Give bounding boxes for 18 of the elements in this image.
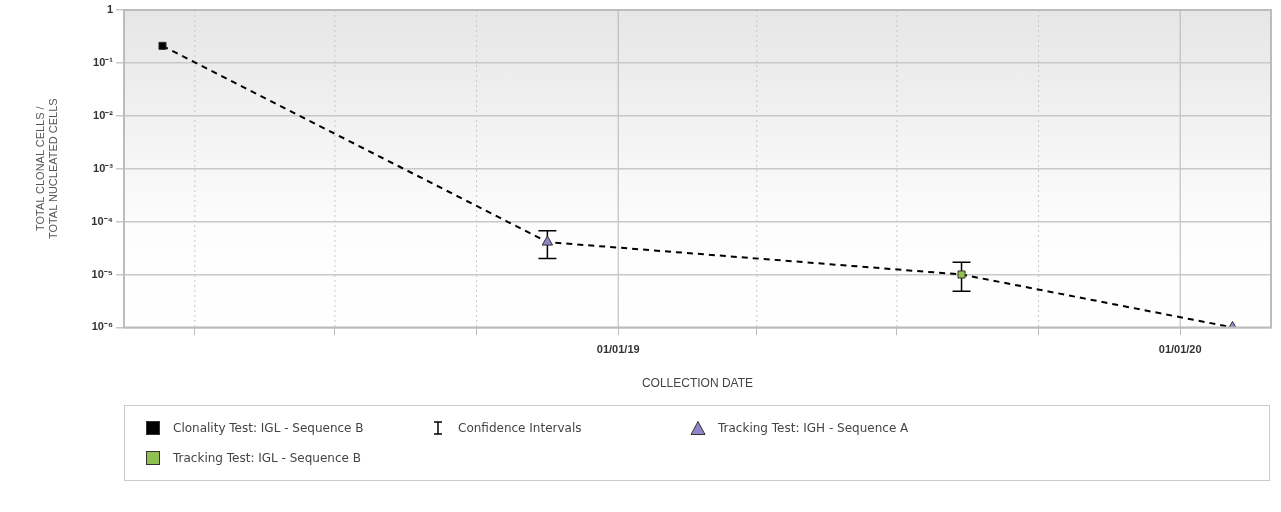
y-tick-label: 10⁻³ xyxy=(93,161,114,174)
y-axis-title: TOTAL CLONAL CELLS / TOTAL NUCLEATED CELLS xyxy=(33,98,59,240)
point xyxy=(158,41,167,50)
x-tick-label: 01/01/20 xyxy=(1158,343,1202,356)
point xyxy=(541,235,554,246)
legend-label: Tracking Test: IGH - Sequence A xyxy=(718,421,909,435)
y-tick-label: 10⁻² xyxy=(93,108,114,121)
y-tick-label: 10⁻⁶ xyxy=(91,320,113,333)
y-tick-label: 1 xyxy=(106,3,113,16)
point xyxy=(957,270,966,279)
x-axis-title: COLLECTION DATE xyxy=(641,376,754,391)
legend-label: Confidence Intervals xyxy=(458,421,582,435)
x-tick-label: 01/01/19 xyxy=(596,343,640,356)
legend-label: Clonality Test: IGL - Sequence B xyxy=(173,421,364,435)
y-tick-label: 10⁻¹ xyxy=(93,55,114,68)
y-tick-label: 10⁻⁵ xyxy=(91,267,113,280)
y-tick-label: 10⁻⁴ xyxy=(91,214,113,227)
legend-label: Tracking Test: IGL - Sequence B xyxy=(173,451,361,465)
